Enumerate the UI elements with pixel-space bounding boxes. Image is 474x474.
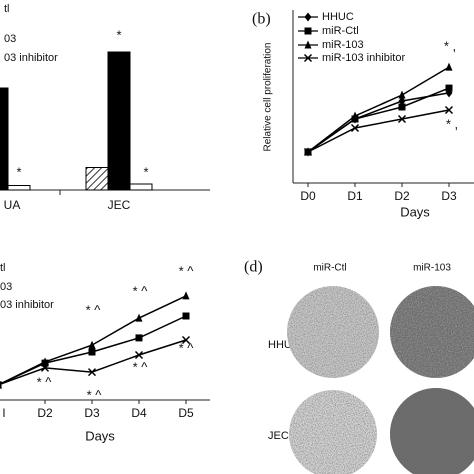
annotation: * ^ — [87, 387, 103, 402]
legend-marker — [304, 12, 312, 22]
x-tick-label: D2 — [394, 189, 410, 203]
series-line — [307, 87, 450, 153]
marker — [350, 123, 360, 133]
x-axis-label: Days — [400, 204, 430, 219]
annotation: * ^ — [133, 283, 149, 298]
marker — [0, 380, 3, 390]
marker — [444, 105, 454, 115]
marker — [0, 381, 2, 389]
marker — [40, 363, 50, 372]
bar — [7, 185, 31, 191]
panel-d: (d) miR-Ctl miR-103 HHUA JEC — [244, 259, 474, 474]
marker — [41, 357, 49, 366]
x-tick-label: D4 — [131, 406, 147, 420]
series-line — [307, 66, 450, 153]
row-label: JEC — [268, 430, 289, 442]
annotation: * ^ — [179, 340, 195, 355]
panel-label: (d) — [244, 259, 263, 276]
marker — [445, 62, 453, 71]
x-axis-label: Days — [85, 428, 115, 443]
x-tick-label: D3 — [441, 189, 457, 203]
series-line — [307, 109, 450, 153]
series-line — [307, 92, 450, 153]
marker — [397, 114, 407, 124]
x-tick-label: D1 — [347, 189, 363, 203]
legend-label: HHUC — [322, 11, 354, 23]
x-tick-label: D3 — [84, 406, 100, 420]
x-tick-label: l — [3, 406, 6, 420]
legend-marker — [304, 27, 312, 35]
annotation: * — [143, 164, 148, 179]
legend-label: tl — [4, 3, 10, 15]
marker — [88, 348, 96, 356]
annotation: * , — [446, 116, 458, 131]
legend-label: 03 inhibitor — [0, 299, 54, 311]
colony-texture — [390, 388, 474, 474]
legend-marker — [304, 40, 312, 49]
marker — [181, 335, 191, 345]
x-tick-label: JEC — [108, 198, 131, 212]
marker — [351, 111, 359, 120]
column-label: miR-Ctl — [313, 263, 346, 274]
x-tick-label: UA — [4, 198, 21, 212]
marker — [398, 103, 406, 111]
legend-label: 03 inhibitor — [4, 52, 58, 64]
marker — [88, 340, 96, 349]
marker — [135, 334, 143, 342]
x-tick-label: D0 — [300, 189, 316, 203]
marker — [303, 147, 313, 157]
marker — [135, 313, 143, 322]
marker — [398, 96, 406, 106]
marker — [445, 84, 453, 92]
legend-label: miR-103 — [322, 39, 364, 51]
bar — [107, 51, 131, 191]
annotation: * , — [444, 38, 456, 53]
annotation: * — [16, 164, 21, 179]
legend-label: miR-103 inhibitor — [322, 52, 405, 64]
colony-texture — [289, 390, 377, 474]
marker — [134, 350, 144, 360]
y-axis-label: Relative cell proliferation — [263, 43, 274, 152]
annotation: * ^ — [86, 302, 102, 317]
legend-label: 03 — [4, 33, 16, 45]
colony-texture — [390, 286, 474, 378]
legend-label: tl — [0, 262, 6, 274]
annotation: * ^ — [37, 374, 53, 389]
bar — [129, 183, 153, 191]
x-tick-label: D5 — [178, 406, 194, 420]
annotation: * ^ — [179, 263, 195, 278]
marker — [182, 312, 190, 320]
marker — [398, 90, 406, 99]
legend-label: 03 — [0, 281, 12, 293]
column-label: miR-103 — [413, 263, 451, 274]
bar — [85, 167, 109, 191]
legend-label: miR-Ctl — [322, 25, 359, 37]
marker — [87, 368, 97, 377]
colony-texture — [287, 286, 379, 378]
panel-label: (b) — [252, 11, 271, 28]
legend-marker — [303, 53, 313, 63]
marker — [182, 291, 190, 300]
annotation: * ^ — [133, 359, 149, 374]
x-tick-label: D2 — [37, 406, 53, 420]
annotation: * — [116, 27, 121, 42]
bar — [0, 87, 9, 191]
